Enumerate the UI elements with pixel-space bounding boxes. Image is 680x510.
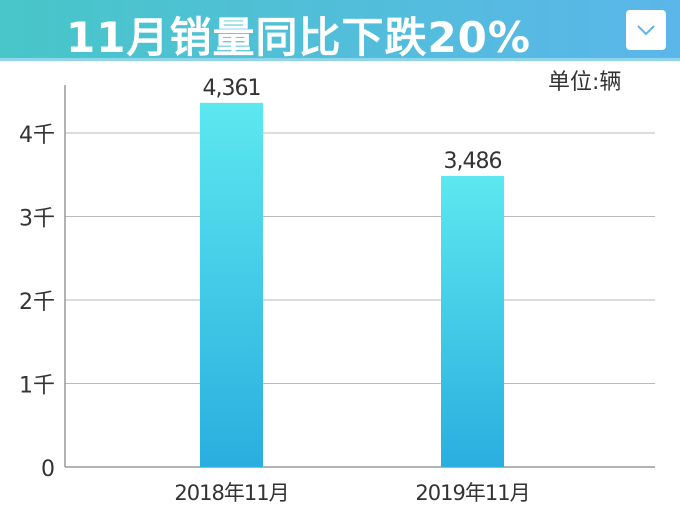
x-tick-label: 2018年11月 <box>174 481 288 505</box>
y-tick-label: 3千 <box>19 207 55 232</box>
y-tick-label: 0 <box>41 457 55 482</box>
chevron-down-icon <box>637 25 655 36</box>
data-label: 4,361 <box>203 76 261 101</box>
data-label: 3,486 <box>444 149 502 174</box>
title-banner: 11月销量同比下跌20% <box>0 0 680 62</box>
unit-label: 单位:辆 <box>548 70 622 95</box>
bar <box>441 175 504 467</box>
y-tick-label: 1千 <box>19 374 55 399</box>
y-tick-label: 2千 <box>19 290 55 315</box>
y-tick-label: 4千 <box>19 123 55 148</box>
bar <box>200 102 263 467</box>
dropdown-button[interactable] <box>626 10 666 50</box>
x-tick-label: 2019年11月 <box>415 481 529 505</box>
chart-title: 11月销量同比下跌20% <box>66 13 531 62</box>
